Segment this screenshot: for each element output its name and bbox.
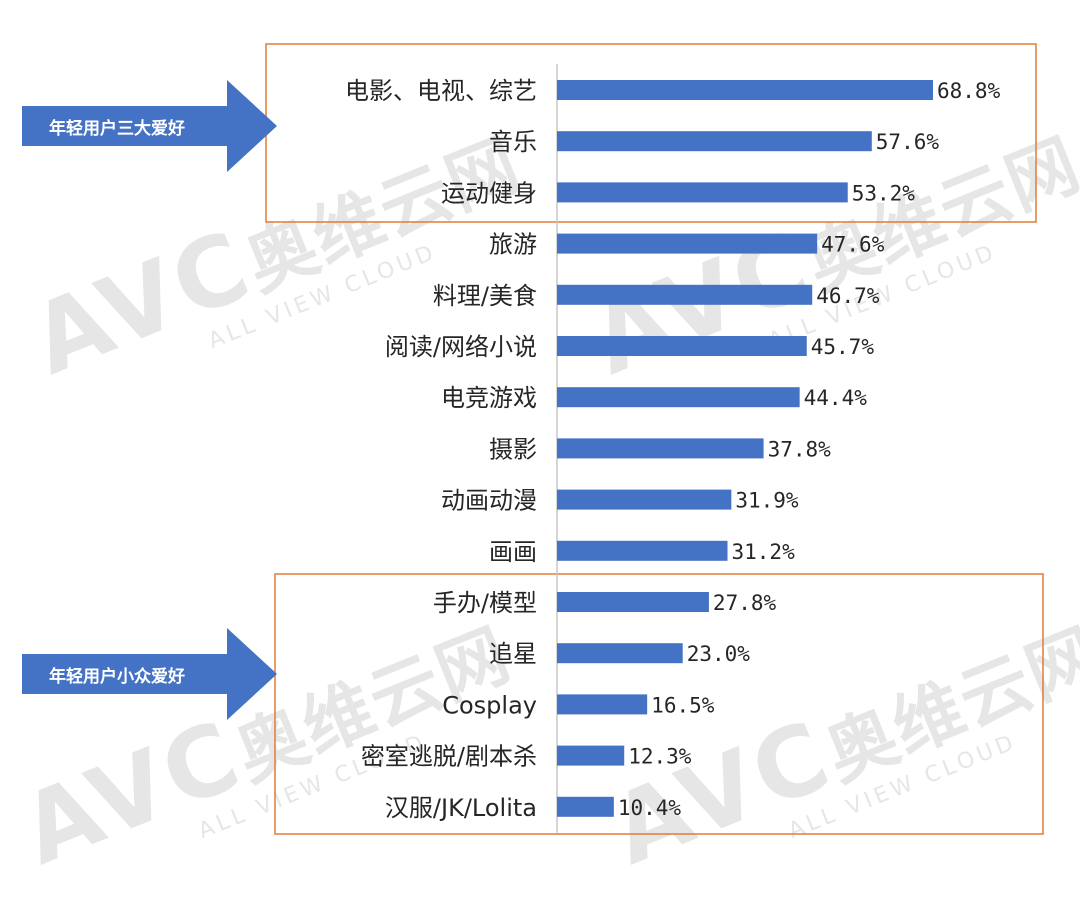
callout-top-label: 年轻用户三大爱好 [49, 118, 185, 139]
callout-top-arrow: 年轻用户三大爱好 [22, 80, 282, 172]
category-label: 电竞游戏 [441, 384, 537, 412]
bar [557, 80, 933, 100]
data-label: 16.5% [651, 693, 715, 717]
category-label: 摄影 [489, 435, 537, 463]
data-label: 44.4% [804, 386, 868, 410]
value-labels-group: 68.8% 57.6% 53.2% 47.6% 46.7% 45.7% 44.4% 37.8%… [618, 79, 1001, 820]
data-label: 53.2% [852, 181, 916, 205]
category-label: 阅读/网络小说 [385, 333, 537, 361]
data-label: 46.7% [816, 284, 880, 308]
bar [557, 438, 764, 459]
data-label: 47.6% [821, 233, 885, 257]
bar [557, 745, 625, 766]
category-label: 追星 [489, 640, 537, 668]
category-label: 电影、电视、综艺 [345, 77, 537, 105]
chart-stage: AVC奥维云网 ALL VIEW CLOUD AVC奥维云网 ALL VIEW … [7, 43, 1080, 886]
category-label: 画画 [489, 538, 537, 566]
bar [557, 592, 709, 612]
bar [557, 540, 728, 561]
category-label: 音乐 [489, 128, 537, 156]
bar [557, 643, 683, 664]
category-label: Cosplay [442, 691, 537, 719]
data-label: 45.7% [811, 335, 875, 359]
bar [557, 796, 614, 817]
arrow-right-icon [22, 80, 277, 172]
data-label: 68.8% [937, 79, 1001, 103]
category-label: 旅游 [489, 231, 537, 259]
callout-bottom-label: 年轻用户小众爱好 [49, 666, 185, 687]
data-label: 31.2% [732, 540, 796, 564]
data-label: 23.0% [687, 642, 751, 666]
bars-group [557, 80, 933, 817]
bar [557, 387, 800, 408]
bar [557, 284, 813, 305]
callout-bottom-arrow: 年轻用户小众爱好 [22, 628, 282, 720]
highlight-box [274, 573, 1044, 835]
data-label: 27.8% [713, 591, 777, 615]
data-label: 57.6% [876, 130, 940, 154]
arrow-right-icon [22, 628, 277, 720]
bar [557, 182, 848, 203]
category-label: 动画动漫 [441, 487, 537, 515]
bar [557, 131, 872, 152]
category-label: 运动健身 [441, 179, 537, 207]
bar [557, 489, 732, 510]
category-labels-group: 电影、电视、综艺音乐运动健身旅游料理/美食阅读/网络小说电竞游戏摄影动画动漫画画… [345, 77, 537, 822]
bar-chart: 电影、电视、综艺音乐运动健身旅游料理/美食阅读/网络小说电竞游戏摄影动画动漫画画… [265, 43, 1044, 835]
data-label: 12.3% [628, 745, 692, 769]
category-label: 密室逃脱/剧本杀 [361, 743, 537, 771]
data-label: 10.4% [618, 796, 682, 820]
bar [557, 694, 648, 715]
bar [557, 336, 807, 356]
bar [557, 233, 818, 254]
category-label: 手办/模型 [433, 589, 537, 617]
category-label: 汉服/JK/Lolita [385, 794, 537, 822]
category-label: 料理/美食 [433, 282, 537, 310]
data-label: 31.9% [735, 489, 799, 513]
data-label: 37.8% [768, 437, 832, 461]
